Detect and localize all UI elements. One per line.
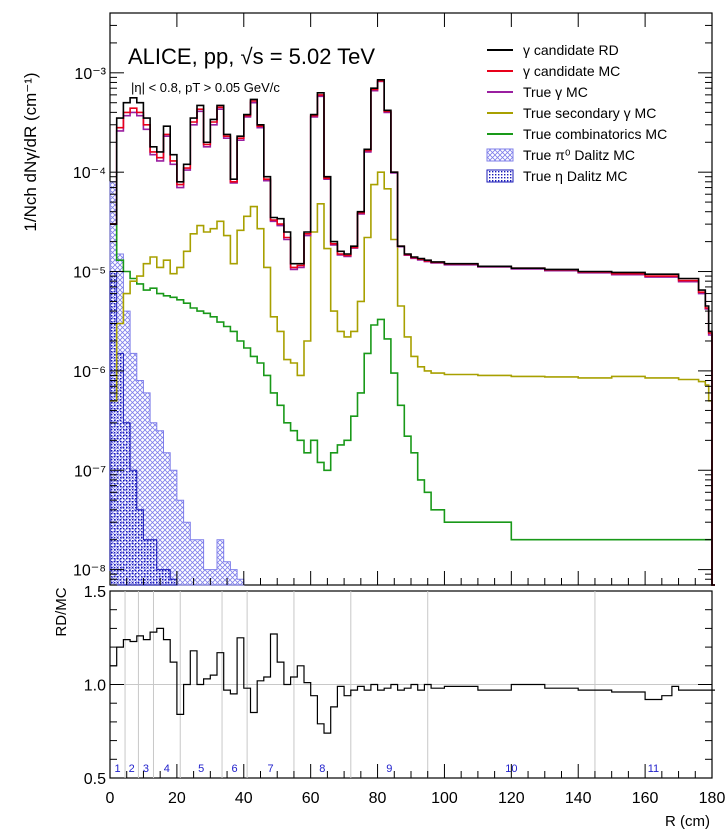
lower-y-ticks: 0.5 1.0 1.5 [84,584,712,788]
ratio-y-tick-label: 1.0 [84,678,106,695]
region-label: 3 [143,763,149,775]
series-5-area [109,181,245,586]
x-tick-label: 20 [168,790,186,807]
region-label: 7 [267,763,273,775]
legend: γ candidate RD γ candidate MC True γ MC Tru… [486,42,667,184]
region-label: 6 [232,763,238,775]
legend-label: True secondary γ MC [523,105,656,121]
y-tick-label: 10⁻⁵ [73,265,106,282]
y-tick-label: 10⁻⁴ [73,165,106,182]
region-label: 8 [319,763,325,775]
x-tick-label: 180 [699,790,726,807]
ratio-y-tick-label: 1.5 [84,584,106,601]
x-tick-label: 160 [632,790,659,807]
series-6-area [109,271,178,586]
y-tick-label: 10⁻⁶ [73,364,106,381]
lower-y-axis-label: RD/MC [53,587,70,636]
region-label: 9 [386,763,392,775]
legend-label: γ candidate RD [523,42,619,58]
x-ticks: 0 20 40 60 80 100 120 140 160 180 [106,13,726,807]
upper-panel: 10⁻⁸ 10⁻⁷ 10⁻⁶ 10⁻⁵ 10⁻⁴ 10⁻³ ALICE, pp, √s =… [21,12,715,586]
x-tick-label: 120 [498,790,525,807]
series-4-line [110,223,715,586]
legend-swatch [486,148,514,162]
upper-y-axis-label: 1/Nch dNγ/dR (cm⁻¹) [21,72,40,231]
legend-label: True γ MC [523,84,588,100]
y-tick-label: 10⁻⁷ [74,463,106,480]
region-label: 5 [198,763,204,775]
x-tick-label: 100 [431,790,458,807]
ratio-line [110,627,715,734]
legend-label: γ candidate MC [523,63,620,79]
lower-grid [110,591,712,778]
x-tick-label: 60 [302,790,320,807]
x-tick-label: 40 [235,790,253,807]
legend-label: True η Dalitz MC [523,168,628,184]
ratio-curve [110,627,715,734]
region-label: 1 [114,763,120,775]
series-0-line [110,79,715,586]
upper-curves [109,79,715,586]
y-tick-label: 10⁻³ [74,66,106,83]
x-tick-label: 0 [106,790,115,807]
upper-plot-frame [109,12,713,586]
legend-label: True π⁰ Dalitz MC [523,147,635,163]
chart-title: ALICE, pp, √s = 5.02 TeV [128,44,375,69]
upper-y-ticks: 10⁻⁸ 10⁻⁷ 10⁻⁶ 10⁻⁵ 10⁻⁴ 10⁻³ [73,12,712,586]
region-label: 11 [648,763,659,775]
x-tick-label: 80 [369,790,387,807]
region-label: 4 [164,763,170,775]
ratio-y-tick-label: 0.5 [84,771,106,788]
chart-subtitle: |η| < 0.8, pT > 0.05 GeV/c [131,80,280,95]
region-label: 2 [129,763,135,775]
x-axis-label: R (cm) [665,813,710,830]
legend-swatch [486,169,514,183]
series-3-line [110,171,715,586]
lower-region-labels: 1 2 3 4 5 6 7 8 9 10 11 [114,763,659,775]
legend-label: True combinatorics MC [523,126,667,142]
lower-panel: 1 2 3 4 5 6 7 8 9 10 11 0.51.01.5 0 20 40 60 80 100 120 1… [53,13,725,830]
x-tick-label: 140 [565,790,592,807]
y-tick-label: 10⁻⁸ [73,563,106,580]
